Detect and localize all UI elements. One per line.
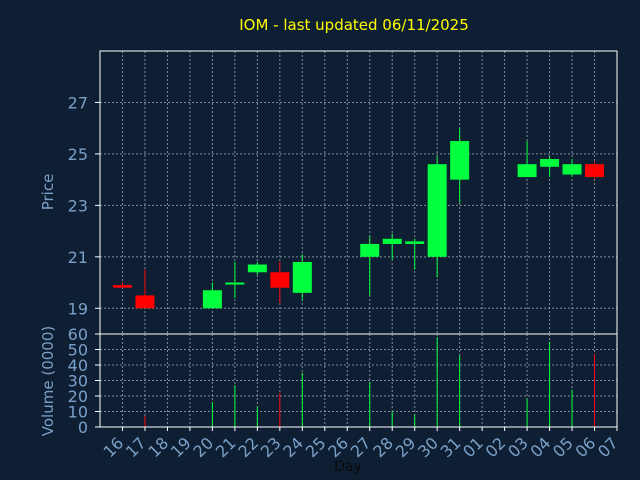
price-tick-label: 25 bbox=[68, 145, 88, 164]
candle bbox=[270, 261, 290, 304]
candle bbox=[135, 269, 155, 309]
volume-tick-label: 0 bbox=[78, 418, 88, 437]
candle-body bbox=[225, 282, 245, 285]
candle bbox=[247, 261, 267, 275]
chart-title: IOM - last updated 06/11/2025 bbox=[239, 16, 469, 34]
candle bbox=[517, 141, 537, 178]
candle bbox=[540, 156, 560, 178]
candle bbox=[382, 233, 402, 260]
candle-body bbox=[247, 264, 267, 273]
price-tick-label: 27 bbox=[68, 93, 88, 112]
candle bbox=[562, 159, 582, 178]
candle bbox=[450, 128, 470, 203]
candle bbox=[225, 261, 245, 298]
candle bbox=[427, 156, 447, 278]
volume-panel-frame bbox=[99, 333, 618, 428]
volume-tick-label: 50 bbox=[68, 341, 88, 360]
candle bbox=[360, 236, 380, 296]
candle-body bbox=[112, 285, 132, 288]
candle-body bbox=[202, 290, 222, 309]
candle-body bbox=[405, 241, 425, 244]
candle bbox=[202, 282, 222, 309]
candle-body bbox=[270, 272, 290, 288]
candle-body bbox=[427, 164, 447, 257]
price-tick-label: 21 bbox=[68, 248, 88, 267]
x-axis-label: Day bbox=[334, 459, 362, 475]
candle bbox=[292, 254, 312, 301]
candle-body bbox=[540, 159, 560, 167]
candle bbox=[405, 238, 425, 270]
candle bbox=[585, 161, 605, 180]
candle-body bbox=[585, 164, 605, 178]
volume-tick-label: 30 bbox=[68, 372, 88, 391]
price-panel: 19 21 23 25 27 bbox=[68, 50, 618, 335]
volume-tick-label: 20 bbox=[68, 387, 88, 406]
price-tick-label: 19 bbox=[68, 299, 88, 318]
volume-tick-label: 10 bbox=[68, 403, 88, 422]
price-axis-label: Price bbox=[39, 174, 57, 211]
candle-body bbox=[135, 295, 155, 309]
candle-body bbox=[292, 261, 312, 293]
price-tick-label: 23 bbox=[68, 196, 88, 215]
volume-axis-label: Volume (0000) bbox=[39, 326, 57, 436]
candle-body bbox=[382, 238, 402, 244]
volume-tick-label: 40 bbox=[68, 356, 88, 375]
candle-body bbox=[562, 164, 582, 175]
candle-body bbox=[517, 164, 537, 178]
candle bbox=[112, 282, 132, 288]
volume-tick-label: 60 bbox=[68, 325, 88, 344]
candle-body bbox=[360, 243, 380, 257]
candle-body bbox=[450, 141, 470, 180]
